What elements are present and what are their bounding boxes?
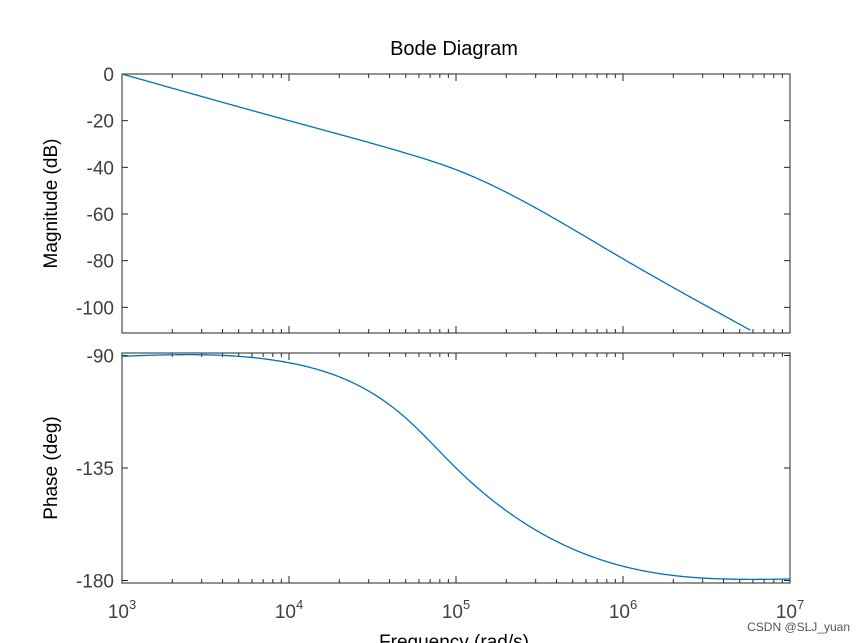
magnitude-axes-box — [121, 73, 791, 334]
y-tick-label: -135 — [76, 459, 114, 480]
phase-series — [121, 353, 791, 580]
magnitude-series — [121, 73, 751, 331]
magnitude-ticks: 0 -20 -40 -60 -80 -100 — [76, 65, 791, 333]
x-tick-label: 106 — [609, 597, 637, 623]
y-tick-label: 0 — [103, 65, 114, 86]
y-tick-label: -60 — [87, 205, 114, 226]
y-tick-label: -40 — [87, 158, 114, 179]
phase-line — [121, 353, 791, 580]
magnitude-panel: 0 -20 -40 -60 -80 -100 Magnitude (dB) — [41, 65, 791, 334]
magnitude-y-label: Magnitude (dB) — [41, 139, 62, 269]
magnitude-line — [121, 73, 751, 331]
x-tick-label: 107 — [776, 597, 804, 623]
y-tick-label: -180 — [76, 572, 114, 593]
y-tick-label: -20 — [87, 112, 114, 133]
watermark: CSDN @SLJ_yuan — [747, 620, 850, 634]
y-tick-label: -80 — [87, 252, 114, 273]
phase-panel: -90 -135 -180 Phase (deg) — [41, 347, 791, 593]
chart-title: Bode Diagram — [390, 38, 518, 60]
y-tick-label: -90 — [87, 347, 114, 368]
x-tick-labels: 103 104 105 106 107 — [108, 597, 804, 623]
x-tick-label: 104 — [275, 597, 303, 623]
x-tick-label: 103 — [108, 597, 136, 623]
y-tick-label: -100 — [76, 298, 114, 319]
phase-y-label: Phase (deg) — [41, 416, 62, 520]
x-axis-label: Frequency (rad/s) — [379, 632, 529, 643]
x-tick-label: 105 — [442, 597, 470, 623]
